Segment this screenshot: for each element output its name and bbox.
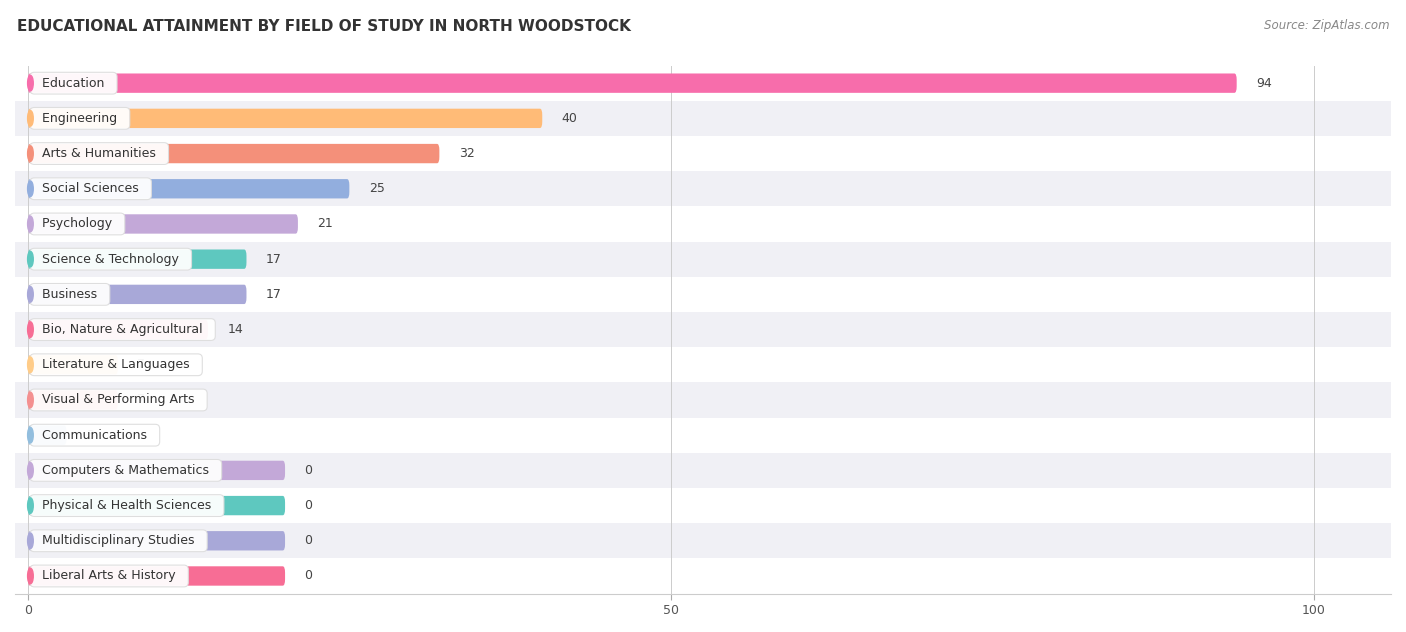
Circle shape (28, 427, 34, 443)
Bar (15, 523, 1391, 559)
FancyBboxPatch shape (28, 284, 246, 304)
FancyBboxPatch shape (28, 461, 285, 480)
FancyBboxPatch shape (28, 320, 208, 339)
Bar (15, 277, 1391, 312)
FancyBboxPatch shape (28, 73, 1237, 93)
Text: Liberal Arts & History: Liberal Arts & History (34, 569, 184, 583)
Text: 32: 32 (458, 147, 474, 160)
Circle shape (28, 252, 34, 267)
Bar (15, 382, 1391, 418)
Text: Physical & Health Sciences: Physical & Health Sciences (34, 499, 219, 512)
Text: Education: Education (34, 76, 112, 90)
FancyBboxPatch shape (28, 425, 66, 445)
Bar (15, 453, 1391, 488)
Text: Engineering: Engineering (34, 112, 125, 125)
Text: Literature & Languages: Literature & Languages (34, 358, 198, 371)
Text: 0: 0 (304, 534, 312, 547)
Text: 40: 40 (561, 112, 578, 125)
Text: 94: 94 (1256, 76, 1271, 90)
Text: Visual & Performing Arts: Visual & Performing Arts (34, 394, 202, 406)
FancyBboxPatch shape (28, 109, 543, 128)
FancyBboxPatch shape (28, 496, 285, 515)
Text: 21: 21 (318, 217, 333, 231)
Text: Computers & Mathematics: Computers & Mathematics (34, 464, 218, 477)
Circle shape (28, 357, 34, 372)
Text: Bio, Nature & Agricultural: Bio, Nature & Agricultural (34, 323, 211, 336)
Circle shape (28, 498, 34, 513)
Text: Multidisciplinary Studies: Multidisciplinary Studies (34, 534, 202, 547)
Circle shape (28, 75, 34, 91)
Circle shape (28, 146, 34, 161)
Text: Arts & Humanities: Arts & Humanities (34, 147, 165, 160)
FancyBboxPatch shape (28, 355, 118, 374)
Text: 0: 0 (304, 464, 312, 477)
Bar (15, 241, 1391, 277)
FancyBboxPatch shape (28, 566, 285, 586)
Text: Business: Business (34, 288, 105, 301)
Text: 3: 3 (86, 428, 94, 442)
Circle shape (28, 533, 34, 549)
Bar (15, 488, 1391, 523)
Circle shape (28, 181, 34, 197)
Text: 7: 7 (138, 394, 145, 406)
Bar (15, 100, 1391, 136)
Text: 0: 0 (304, 569, 312, 583)
Text: EDUCATIONAL ATTAINMENT BY FIELD OF STUDY IN NORTH WOODSTOCK: EDUCATIONAL ATTAINMENT BY FIELD OF STUDY… (17, 19, 631, 34)
FancyBboxPatch shape (28, 214, 298, 234)
Circle shape (28, 322, 34, 337)
FancyBboxPatch shape (28, 391, 118, 410)
Circle shape (28, 287, 34, 302)
Circle shape (28, 568, 34, 584)
Bar (15, 136, 1391, 171)
FancyBboxPatch shape (28, 144, 439, 163)
Text: Source: ZipAtlas.com: Source: ZipAtlas.com (1264, 19, 1389, 32)
Bar (15, 171, 1391, 207)
Text: 7: 7 (138, 358, 145, 371)
Circle shape (28, 111, 34, 126)
Text: 14: 14 (228, 323, 243, 336)
Text: 25: 25 (368, 182, 384, 195)
FancyBboxPatch shape (28, 250, 246, 269)
Text: Communications: Communications (34, 428, 155, 442)
Bar (15, 312, 1391, 347)
Bar (15, 207, 1391, 241)
FancyBboxPatch shape (28, 179, 349, 198)
FancyBboxPatch shape (28, 531, 285, 550)
Text: 0: 0 (304, 499, 312, 512)
Bar (15, 559, 1391, 593)
Circle shape (28, 392, 34, 408)
Bar (15, 347, 1391, 382)
Bar (15, 418, 1391, 453)
Text: 17: 17 (266, 288, 281, 301)
Circle shape (28, 216, 34, 232)
Text: Social Sciences: Social Sciences (34, 182, 148, 195)
Bar (15, 66, 1391, 100)
Text: Psychology: Psychology (34, 217, 121, 231)
Text: Science & Technology: Science & Technology (34, 253, 187, 265)
Circle shape (28, 463, 34, 478)
Text: 17: 17 (266, 253, 281, 265)
